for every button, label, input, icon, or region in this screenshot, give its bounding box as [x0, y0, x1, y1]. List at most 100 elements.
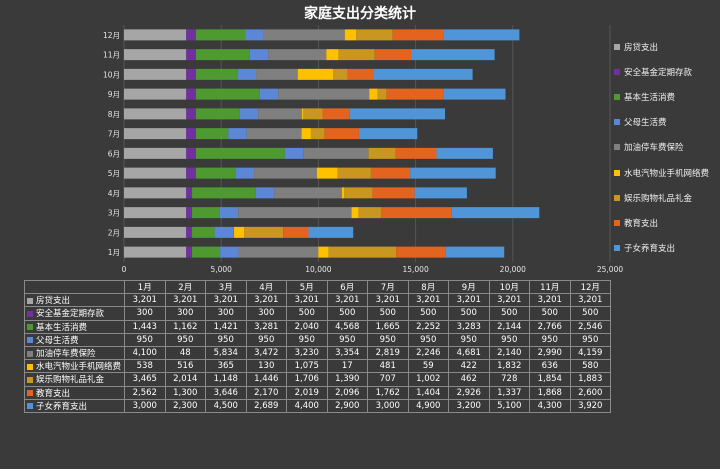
- bar-segment: [186, 246, 193, 258]
- table-cell: 1,665: [367, 319, 409, 334]
- table-cell: 4,159: [569, 345, 611, 361]
- bar-segment: [338, 49, 375, 61]
- bar-segment: [297, 68, 334, 80]
- bar-segment: [219, 207, 239, 219]
- legend-swatch: [614, 194, 620, 201]
- table-cell: 1,854: [529, 372, 571, 387]
- table-cell: 1,075: [286, 359, 328, 374]
- table-cell: 950: [286, 332, 328, 347]
- bar-segment: [263, 29, 345, 41]
- table-cell: 2,014: [164, 372, 206, 387]
- legend-swatch: [614, 68, 620, 75]
- table-cell: 1,832: [488, 359, 530, 374]
- table-cell: 365: [205, 359, 247, 374]
- bar-segment: [284, 147, 304, 159]
- table-cell: 1,446: [245, 372, 287, 387]
- bar-segment: [124, 49, 187, 61]
- y-tick-label: 5月: [108, 169, 120, 178]
- table-cell: 636: [529, 359, 571, 374]
- table-cell: 950: [569, 332, 611, 347]
- table-row-label: 房贷支出: [24, 293, 125, 308]
- bar-segment: [322, 108, 350, 120]
- table-cell: 130: [245, 359, 287, 374]
- legend-item: 加油停车费保险: [614, 135, 718, 160]
- table-row-label: 子女养育支出: [24, 398, 125, 413]
- table-cell: 300: [205, 306, 247, 321]
- table-cell: 3,201: [529, 293, 571, 308]
- table-cell: 950: [407, 332, 449, 347]
- table-row: 水电汽物业手机网络费 538 516 365 130 1,075 17 481 59 422 1,8…: [24, 359, 611, 374]
- table-header-cell: 12月: [569, 279, 611, 295]
- bar-segment: [324, 128, 359, 140]
- table-row-swatch: [27, 376, 33, 383]
- y-tick-label: 11月: [103, 51, 120, 60]
- bar-segment: [195, 108, 240, 120]
- table-header-cell: 1月: [124, 279, 166, 295]
- legend-item: 水电汽物业手机网络费: [614, 160, 718, 185]
- table-cell: 3,201: [448, 293, 490, 308]
- bar-segment: [124, 128, 187, 140]
- table-cell: 538: [124, 359, 166, 374]
- table-row-swatch: [27, 390, 33, 397]
- bar-segment: [186, 226, 193, 238]
- chart-title: 家庭支出分类统计: [304, 6, 416, 22]
- bar-segment: [186, 128, 196, 140]
- y-tick-label: 10月: [103, 70, 120, 79]
- table-cell: 3,201: [164, 293, 206, 308]
- bar-segment: [195, 49, 250, 61]
- bar-segment: [386, 88, 444, 100]
- table-cell: 2,562: [124, 385, 166, 400]
- bar-segment: [372, 187, 415, 199]
- bar-segment: [246, 128, 302, 140]
- bar-segment: [301, 108, 304, 120]
- bar-segment: [124, 147, 187, 159]
- table-cell: 1,443: [124, 319, 166, 334]
- legend-label: 安全基金定期存款: [624, 67, 693, 78]
- table-cell: 950: [205, 332, 247, 347]
- x-tick-label: 0: [122, 265, 127, 274]
- table-cell: 516: [164, 359, 206, 374]
- legend-label: 子女养育支出: [624, 244, 676, 255]
- bar-segment: [358, 128, 418, 140]
- table-cell: 48: [164, 345, 206, 361]
- x-tick-label: 25,000: [597, 265, 623, 274]
- table-cell: 500: [569, 306, 611, 321]
- legend-item: 基本生活消费: [614, 84, 718, 109]
- bar-segment: [326, 49, 339, 61]
- chart-legend: 房贷支出 安全基金定期存款 基本生活消费 父母生活费 加油停车费保险 水电汽物业手机网络费…: [614, 34, 718, 261]
- table-cell: 2,546: [569, 319, 611, 334]
- table-row-swatch: [27, 363, 33, 370]
- table-row-swatch: [27, 403, 33, 410]
- bar-segment: [228, 128, 247, 140]
- table-cell: 1,390: [326, 372, 368, 387]
- table-cell: 1,868: [529, 385, 571, 400]
- table-cell: 4,681: [448, 345, 490, 361]
- bar-segment: [237, 68, 257, 80]
- table-cell: 2,252: [407, 319, 449, 334]
- table-cell: 59: [407, 359, 449, 374]
- y-tick-label: 3月: [108, 209, 120, 218]
- table-cell: 1,421: [205, 319, 247, 334]
- table-cell: 422: [448, 359, 490, 374]
- table-cell: 2,019: [286, 385, 328, 400]
- bar-segment: [369, 88, 378, 100]
- table-cell: 462: [448, 372, 490, 387]
- table-corner-cell: [24, 279, 125, 295]
- table-cell: 1,162: [164, 319, 206, 334]
- table-row-label: 水电汽物业手机网络费: [24, 359, 125, 374]
- table-cell: 500: [448, 306, 490, 321]
- table-cell: 500: [407, 306, 449, 321]
- bar-segment: [410, 167, 496, 179]
- bar-segment: [443, 88, 506, 100]
- bar-segment: [351, 207, 359, 219]
- table-cell: 950: [245, 332, 287, 347]
- legend-item: 教育支出: [614, 210, 718, 235]
- bar-segment: [124, 88, 187, 100]
- bar-segment: [195, 88, 260, 100]
- table-cell: 4,300: [529, 398, 571, 413]
- table-cell: 3,201: [488, 293, 530, 308]
- table-cell: 950: [326, 332, 368, 347]
- bar-segment: [341, 187, 345, 199]
- table-cell: 4,568: [326, 319, 368, 334]
- table-row: 娱乐购物礼品礼金 3,465 2,014 1,148 1,446 1,706 1,390 70…: [24, 372, 611, 387]
